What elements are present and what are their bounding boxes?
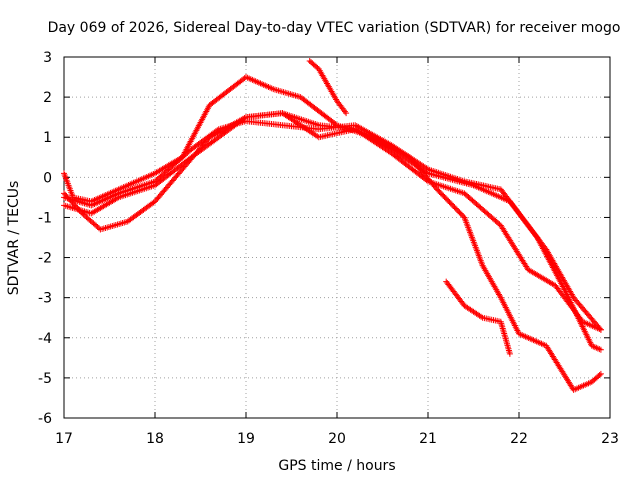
x-tick-label: 23 xyxy=(601,431,619,447)
data-point xyxy=(506,350,513,357)
data-point xyxy=(343,110,350,117)
y-tick-label: -2 xyxy=(38,251,52,267)
x-tick-label: 22 xyxy=(510,431,528,447)
series-track-6 xyxy=(306,58,350,117)
data-point xyxy=(597,326,604,333)
y-tick-label: -3 xyxy=(38,291,52,307)
series-track-3 xyxy=(61,110,604,333)
y-tick-label: -1 xyxy=(38,210,52,226)
y-axis-label: SDTVAR / TECUs xyxy=(6,181,22,296)
y-tick-label: 3 xyxy=(43,50,52,66)
x-tick-label: 18 xyxy=(146,431,164,447)
series-track-1 xyxy=(61,118,604,333)
x-tick-label: 21 xyxy=(419,431,437,447)
grid-lines xyxy=(64,57,610,418)
series-track-5 xyxy=(443,278,513,357)
data-point xyxy=(597,370,604,377)
data-point xyxy=(332,121,339,128)
y-tick-label: -5 xyxy=(38,371,52,387)
y-tick-label: -4 xyxy=(38,331,52,347)
y-tick-label: 1 xyxy=(43,130,52,146)
y-tick-label: -6 xyxy=(38,411,52,427)
x-axis-label: GPS time / hours xyxy=(278,458,395,474)
data-series xyxy=(61,58,604,393)
series-track-2 xyxy=(61,110,604,353)
y-tick-label: 0 xyxy=(43,170,52,186)
chart-title: Day 069 of 2026, Sidereal Day-to-day VTE… xyxy=(48,20,621,36)
y-tick-label: 2 xyxy=(43,90,52,106)
data-point xyxy=(533,233,540,240)
data-point xyxy=(77,209,84,216)
x-tick-label: 17 xyxy=(55,431,73,447)
data-point xyxy=(596,372,603,379)
x-tick-label: 20 xyxy=(328,431,346,447)
data-point xyxy=(597,346,604,353)
series-track-4 xyxy=(61,74,604,393)
x-tick-label: 19 xyxy=(237,431,255,447)
